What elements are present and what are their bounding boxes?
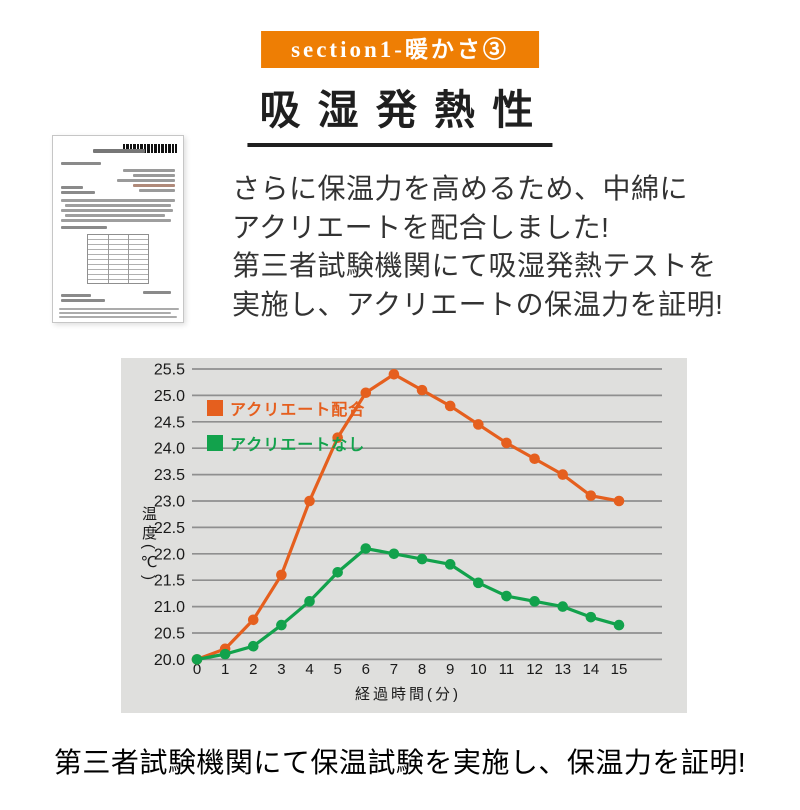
section-banner: section1-暖かさ③	[261, 31, 539, 68]
page-title: 吸湿発熱性	[247, 76, 553, 147]
document-text-line	[59, 308, 179, 310]
svg-text:9: 9	[446, 661, 454, 678]
document-text-line	[93, 149, 145, 153]
svg-text:12: 12	[526, 661, 543, 678]
document-text-line	[133, 174, 175, 177]
document-text-line	[117, 179, 175, 182]
legend-swatch	[207, 400, 223, 416]
document-text-line	[65, 214, 165, 217]
svg-text:24.5: 24.5	[154, 414, 185, 431]
svg-text:0: 0	[193, 661, 201, 678]
section-banner-label: section1-暖かさ③	[291, 37, 509, 62]
legend-label: アクリエートなし	[230, 437, 366, 454]
chart-panel: 25.5 25.0 24.5 24.0 23.5 23.0 22.5 22.0 21.5 21.0…	[121, 358, 687, 713]
svg-text:14: 14	[583, 661, 600, 678]
document-text-line	[133, 184, 175, 187]
document-text-line	[61, 186, 83, 189]
svg-text:4: 4	[305, 661, 313, 678]
temperature-line-chart: 25.5 25.0 24.5 24.0 23.5 23.0 22.5 22.0 21.5 21.0…	[154, 362, 662, 703]
svg-text:1: 1	[221, 661, 229, 678]
footer-claim: 第三者試験機関にて保温試験を実施し、保温力を証明!	[53, 747, 747, 778]
svg-text:11: 11	[499, 661, 515, 678]
legend-swatch	[207, 435, 223, 451]
legend-label: アクリエート配合	[230, 402, 366, 419]
document-text-line	[59, 312, 171, 314]
svg-text:15: 15	[611, 661, 628, 678]
svg-text:2: 2	[249, 661, 257, 678]
document-text-line	[65, 204, 171, 207]
svg-text:8: 8	[418, 661, 426, 678]
legend-item: アクリエートなし	[207, 431, 365, 455]
svg-text:25.5: 25.5	[154, 362, 185, 379]
svg-text:24.0: 24.0	[154, 441, 185, 458]
intro-line: 実施し、アクリエートの保温力を証明!	[232, 288, 724, 320]
svg-text:5: 5	[333, 661, 341, 678]
svg-text:23.5: 23.5	[154, 467, 185, 484]
intro-text: さらに保温力を高めるため、中綿に アクリエートを配合しました! 第三者試験機関に…	[232, 170, 772, 324]
svg-text:21.0: 21.0	[154, 599, 185, 616]
intro-line: 第三者試験機関にて吸湿発熱テストを	[232, 250, 717, 281]
barcode-mark	[123, 144, 177, 153]
svg-text:13: 13	[554, 661, 571, 678]
svg-text:20.0: 20.0	[154, 652, 185, 669]
svg-text:10: 10	[470, 661, 487, 678]
y-axis-title: 温度(℃)	[140, 506, 157, 584]
svg-text:23.0: 23.0	[154, 494, 185, 511]
svg-text:22.5: 22.5	[154, 520, 185, 537]
legend-item: アクリエート配合	[207, 396, 365, 420]
svg-text:3: 3	[277, 661, 285, 678]
document-text-line	[61, 226, 107, 229]
intro-line: さらに保温力を高めるため、中綿に	[232, 173, 689, 204]
document-text-line	[61, 199, 175, 202]
document-text-line	[61, 299, 105, 302]
certificate-table	[87, 234, 149, 284]
document-text-line	[139, 189, 175, 192]
document-text-line	[61, 162, 101, 165]
document-text-line	[61, 294, 91, 297]
svg-text:21.5: 21.5	[154, 573, 185, 590]
svg-text:6: 6	[362, 661, 370, 678]
document-text-line	[59, 316, 177, 318]
svg-text:経過時間(分): 経過時間(分)	[355, 686, 461, 703]
svg-text:20.5: 20.5	[154, 626, 185, 643]
chart-legend: アクリエート配合 アクリエートなし	[207, 396, 365, 466]
document-text-line	[143, 291, 171, 294]
svg-text:22.0: 22.0	[154, 546, 185, 563]
document-text-line	[61, 219, 171, 222]
svg-text:25.0: 25.0	[154, 388, 185, 405]
document-text-line	[61, 209, 173, 212]
svg-text:7: 7	[390, 661, 398, 678]
intro-line: アクリエートを配合しました!	[232, 211, 610, 243]
document-text-line	[123, 169, 175, 172]
document-text-line	[61, 191, 95, 194]
certificate-document-image	[52, 135, 184, 323]
